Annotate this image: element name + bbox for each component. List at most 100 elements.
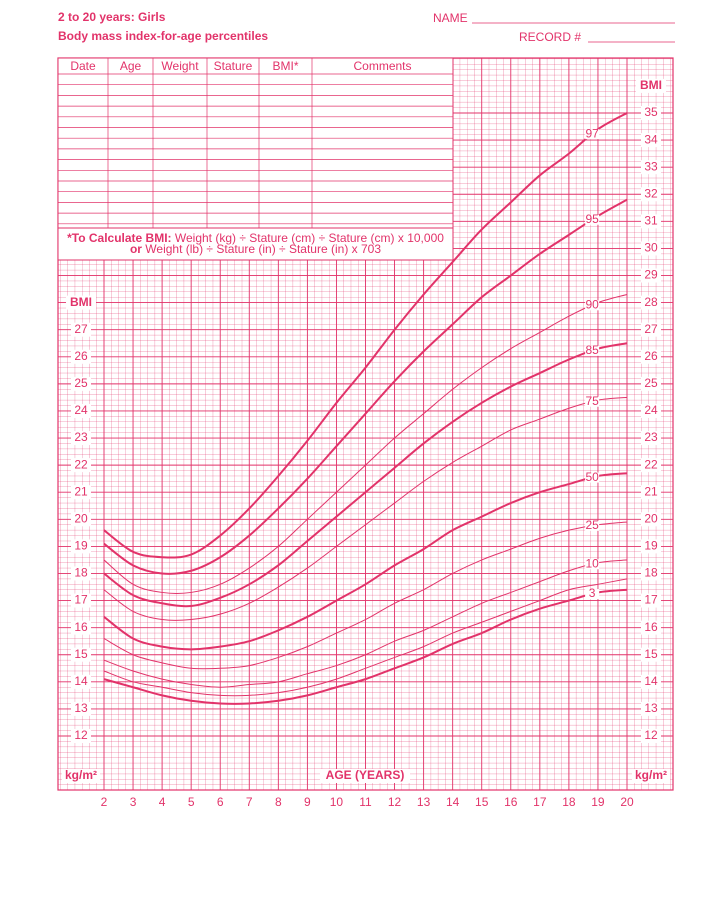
- label-bg: [66, 295, 96, 310]
- record-table: Date Age Weight Stature BMI* Comments *To Calc…: [57, 57, 454, 261]
- y-tick-label: 23: [74, 430, 88, 444]
- label-bg: [71, 458, 91, 473]
- label-bg: [641, 512, 661, 527]
- x-axis-label: AGE (YEARS): [326, 768, 405, 782]
- label-bg: [320, 769, 410, 783]
- table-header: Date: [70, 59, 96, 73]
- y-tick-label: 14: [74, 674, 88, 688]
- y-tick-label: 24: [74, 403, 88, 417]
- y2-tick-label: 17: [644, 593, 658, 607]
- formula-text: Weight (lb) ÷ Stature (in) ÷ Stature (in…: [142, 242, 381, 256]
- y2-tick-label: 32: [644, 186, 658, 200]
- y2-tick-label: 23: [644, 430, 658, 444]
- label-bg: [641, 403, 661, 418]
- curve-label-bg: [585, 345, 600, 356]
- label-bg: [71, 512, 91, 527]
- grid: [57, 57, 674, 791]
- x-tick-label: 13: [417, 795, 431, 809]
- label-bg: [641, 187, 661, 202]
- y-tick-label: 21: [74, 484, 88, 498]
- table-header: Stature: [214, 59, 253, 73]
- x-tick-label: 12: [388, 795, 402, 809]
- y2-tick-label: 28: [644, 295, 658, 309]
- y2-tick-label: 26: [644, 349, 658, 363]
- y2-axis-label: BMI: [640, 78, 662, 92]
- table-header: Weight: [161, 59, 199, 73]
- table-header: Age: [120, 59, 142, 73]
- label-bg: [71, 403, 91, 418]
- y-tick-label: 12: [74, 728, 88, 742]
- name-label: NAME: [433, 11, 468, 25]
- y2-tick-label: 22: [644, 457, 658, 471]
- curve-label-bg: [585, 214, 600, 225]
- label-bg: [71, 431, 91, 446]
- x-tick-label: 11: [359, 795, 372, 809]
- y2-tick-label: 21: [644, 484, 658, 498]
- y2-tick-label: 16: [644, 620, 658, 634]
- y2-tick-label: 35: [644, 105, 658, 119]
- curve-label-bg: [585, 472, 600, 483]
- curve-label-bg: [585, 559, 600, 570]
- label-bg: [641, 241, 661, 256]
- plot: 9795908575502510312131415161718192021222…: [62, 78, 670, 809]
- y2-tick-label: 19: [644, 539, 658, 553]
- y-tick-label: 13: [74, 701, 88, 715]
- y-tick-label: 15: [74, 647, 88, 661]
- curve-label: 95: [585, 212, 599, 226]
- percentile-curve: [103, 521, 628, 670]
- label-bg: [641, 214, 661, 229]
- x-tick-label: 16: [504, 795, 518, 809]
- formula: *To Calculate BMI: Weight (kg) ÷ Stature…: [67, 231, 444, 245]
- label-bg: [71, 485, 91, 500]
- curve-label: 85: [585, 343, 599, 357]
- label-bg: [641, 539, 661, 554]
- y2-tick-label: 34: [644, 132, 658, 146]
- percentile-curve: [103, 578, 628, 697]
- label-bg: [641, 647, 661, 662]
- curve-label-bg: [585, 129, 600, 140]
- y2-tick-label: 20: [644, 511, 658, 525]
- formula-bold: or: [130, 242, 142, 256]
- y-tick-label: 19: [74, 539, 88, 553]
- y2-tick-label: 29: [644, 268, 658, 282]
- label-bg: [71, 376, 91, 391]
- y2-tick-label: 18: [644, 566, 658, 580]
- label-bg: [71, 593, 91, 608]
- label-bg: [71, 674, 91, 689]
- percentile-curve: [103, 342, 628, 608]
- curve-label-bg: [585, 396, 600, 407]
- curve-label: 75: [585, 394, 599, 408]
- y2-tick-label: 30: [644, 241, 658, 255]
- percentile-curve: [103, 588, 628, 705]
- y2-tick-label: 15: [644, 647, 658, 661]
- label-bg: [641, 349, 661, 364]
- chart-title: 2 to 20 years: Girls: [58, 10, 166, 24]
- percentile-curve: [103, 198, 628, 575]
- label-bg: [632, 769, 670, 783]
- y-tick-label: 16: [74, 620, 88, 634]
- y-unit-label: kg/m²: [65, 768, 97, 782]
- table-header: Comments: [353, 59, 411, 73]
- percentile-curve: [103, 559, 628, 688]
- curve-label: 25: [585, 518, 599, 532]
- label-bg: [641, 674, 661, 689]
- label-bg: [71, 539, 91, 554]
- label-bg: [71, 322, 91, 337]
- y2-tick-label: 24: [644, 403, 658, 417]
- curve-label: 10: [585, 556, 599, 570]
- x-tick-label: 17: [533, 795, 547, 809]
- x-tick-label: 8: [275, 795, 282, 809]
- y-tick-label: 25: [74, 376, 88, 390]
- label-bg: [641, 295, 661, 310]
- y-tick-label: 27: [74, 322, 88, 336]
- y-tick-label: 20: [74, 511, 88, 525]
- label-bg: [71, 729, 91, 743]
- percentile-curve: [103, 472, 628, 651]
- label-bg: [641, 566, 661, 581]
- x-tick-label: 9: [304, 795, 311, 809]
- label-bg: [71, 620, 91, 635]
- formula-bold: *To Calculate BMI:: [67, 231, 171, 245]
- x-tick-label: 6: [217, 795, 224, 809]
- label-bg: [641, 485, 661, 500]
- label-bg: [641, 322, 661, 337]
